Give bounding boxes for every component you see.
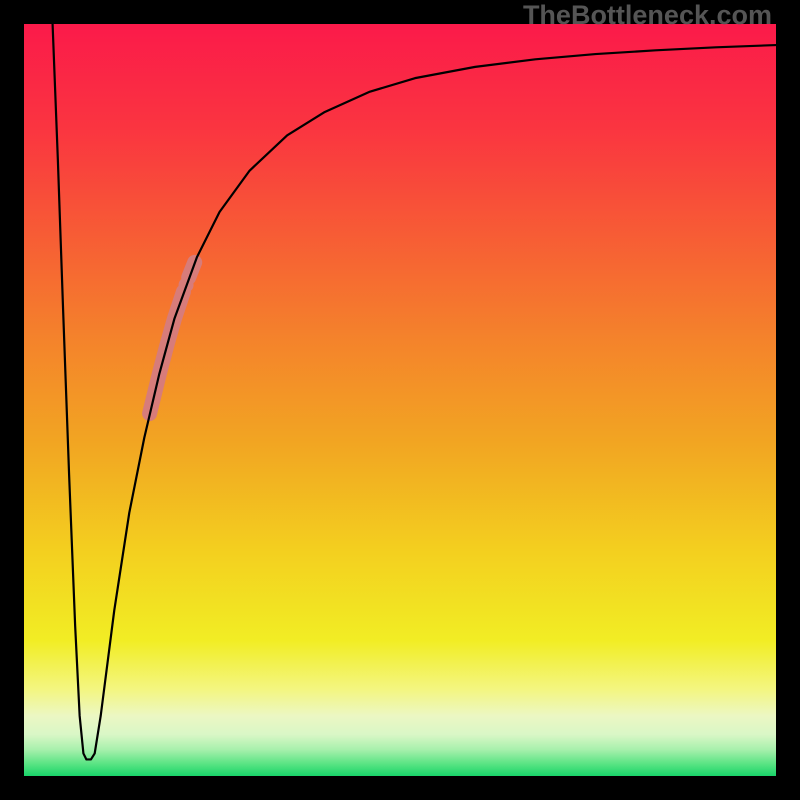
chart-root: TheBottleneck.com: [0, 0, 800, 800]
heat-gradient-background: [24, 24, 776, 776]
watermark-text: TheBottleneck.com: [523, 0, 772, 31]
